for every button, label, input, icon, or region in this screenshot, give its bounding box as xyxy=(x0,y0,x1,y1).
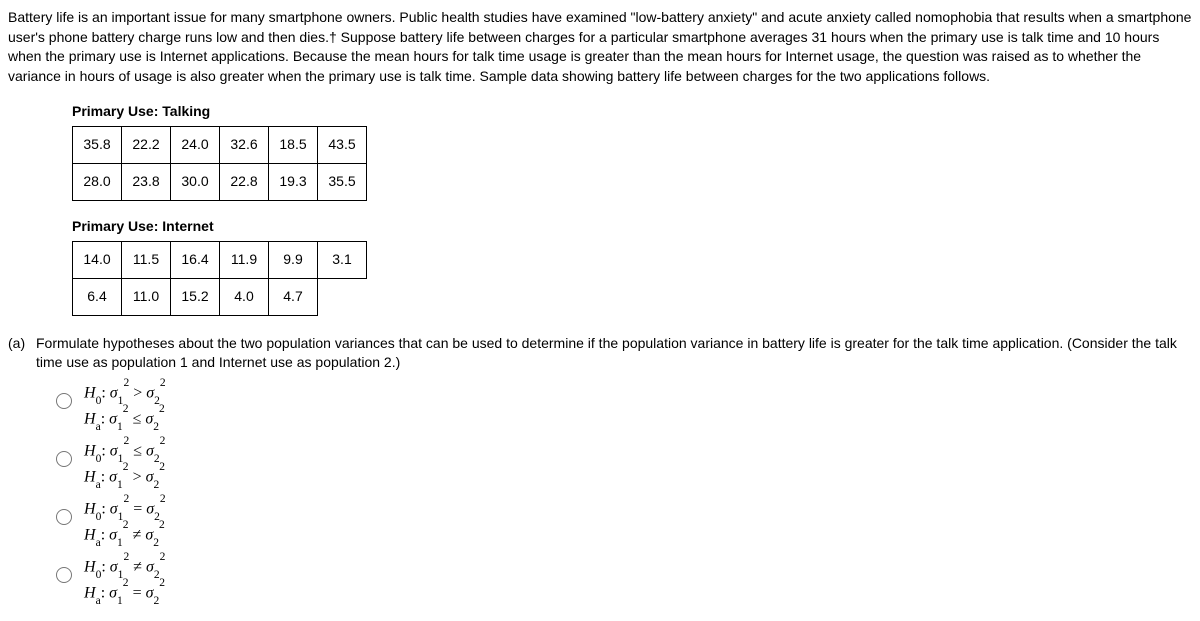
cell: 30.0 xyxy=(171,163,220,200)
option-4[interactable]: H0: σ12 ≠ σ22 Ha: σ12 = σ22 xyxy=(56,555,1192,607)
talking-caption: Primary Use: Talking xyxy=(72,102,1192,122)
cell: 35.8 xyxy=(73,126,122,163)
option-body: H0: σ12 ≠ σ22 Ha: σ12 = σ22 xyxy=(84,555,165,607)
option-body: H0: σ12 ≤ σ22 Ha: σ12 > σ22 xyxy=(84,439,165,491)
cell: 16.4 xyxy=(171,241,220,278)
cell: 19.3 xyxy=(269,163,318,200)
cell: 28.0 xyxy=(73,163,122,200)
option-1[interactable]: H0: σ12 > σ22 Ha: σ12 ≤ σ22 xyxy=(56,381,1192,433)
radio-icon[interactable] xyxy=(56,451,72,467)
cell: 9.9 xyxy=(269,241,318,278)
table-row: 28.0 23.8 30.0 22.8 19.3 35.5 xyxy=(73,163,367,200)
talking-table: 35.8 22.2 24.0 32.6 18.5 43.5 28.0 23.8 … xyxy=(72,126,367,201)
cell: 4.0 xyxy=(220,278,269,315)
question-a: (a) Formulate hypotheses about the two p… xyxy=(8,334,1192,373)
radio-icon[interactable] xyxy=(56,509,72,525)
cell: 32.6 xyxy=(220,126,269,163)
option-2[interactable]: H0: σ12 ≤ σ22 Ha: σ12 > σ22 xyxy=(56,439,1192,491)
option-3[interactable]: H0: σ12 = σ22 Ha: σ12 ≠ σ22 xyxy=(56,497,1192,549)
cell: 23.8 xyxy=(122,163,171,200)
cell: 11.0 xyxy=(122,278,171,315)
question-text: Formulate hypotheses about the two popul… xyxy=(36,334,1192,373)
internet-caption: Primary Use: Internet xyxy=(72,217,1192,237)
options-group: H0: σ12 > σ22 Ha: σ12 ≤ σ22 H0: σ12 ≤ σ2… xyxy=(56,381,1192,607)
cell: 22.2 xyxy=(122,126,171,163)
cell: 18.5 xyxy=(269,126,318,163)
radio-icon[interactable] xyxy=(56,393,72,409)
cell: 11.9 xyxy=(220,241,269,278)
tables-container: Primary Use: Talking 35.8 22.2 24.0 32.6… xyxy=(72,102,1192,315)
table-row: 14.0 11.5 16.4 11.9 9.9 3.1 xyxy=(73,241,367,278)
option-body: H0: σ12 > σ22 Ha: σ12 ≤ σ22 xyxy=(84,381,166,433)
cell: 11.5 xyxy=(122,241,171,278)
cell: 6.4 xyxy=(73,278,122,315)
cell: 3.1 xyxy=(318,241,367,278)
cell: 24.0 xyxy=(171,126,220,163)
internet-table: 14.0 11.5 16.4 11.9 9.9 3.1 6.4 11.0 15.… xyxy=(72,241,367,316)
cell: 15.2 xyxy=(171,278,220,315)
question-label: (a) xyxy=(8,334,36,354)
cell: 14.0 xyxy=(73,241,122,278)
cell: 43.5 xyxy=(318,126,367,163)
radio-icon[interactable] xyxy=(56,567,72,583)
intro-paragraph: Battery life is an important issue for m… xyxy=(8,8,1192,86)
table-row: 35.8 22.2 24.0 32.6 18.5 43.5 xyxy=(73,126,367,163)
cell: 35.5 xyxy=(318,163,367,200)
option-body: H0: σ12 = σ22 Ha: σ12 ≠ σ22 xyxy=(84,497,166,549)
table-row: 6.4 11.0 15.2 4.0 4.7 xyxy=(73,278,367,315)
cell: 22.8 xyxy=(220,163,269,200)
cell: 4.7 xyxy=(269,278,318,315)
